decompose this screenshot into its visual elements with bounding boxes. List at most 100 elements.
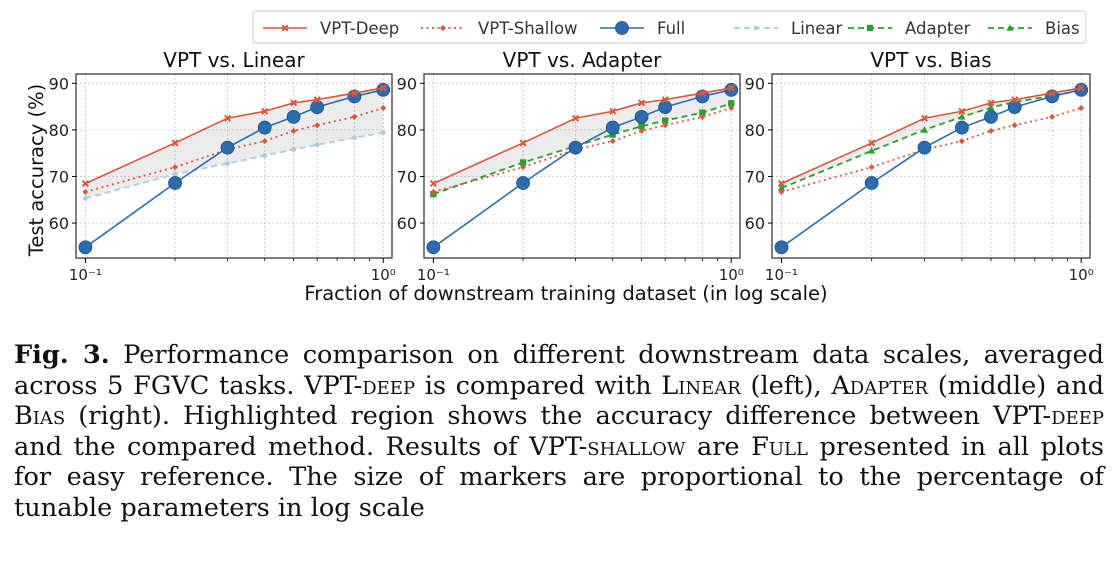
caption-segment: (left), — [740, 370, 832, 401]
marker-x — [638, 99, 646, 107]
series-line — [433, 87, 732, 185]
marker-dot — [351, 135, 357, 141]
marker-x — [1011, 96, 1019, 104]
marker-circle — [310, 100, 325, 114]
series-full — [78, 82, 391, 255]
panel-linear: 60 70 80 90 10⁻¹ 10⁰ VPT vs. Linear — [49, 48, 396, 284]
marker-x — [571, 114, 580, 122]
marker-triangle — [1006, 24, 1014, 31]
x-axis-label: Fraction of downstream training dataset … — [304, 282, 827, 305]
y-tick-label: 90 — [397, 74, 417, 93]
legend-box — [252, 10, 1087, 44]
legend-label: Bias — [1045, 19, 1080, 38]
marker-diamond — [290, 127, 297, 134]
marker-diamond — [440, 25, 446, 31]
marker-square — [866, 24, 874, 32]
y-tick-label: 60 — [397, 214, 417, 233]
marker-x — [350, 89, 358, 97]
marker-x — [81, 179, 89, 187]
x-tick-label: 10⁰ — [1069, 266, 1094, 284]
caption-segment: presented in all plots for easy referenc… — [14, 431, 1104, 523]
legend-item-full: Full — [600, 19, 685, 38]
panel-adapter: 60 70 80 90 10⁻¹ 10⁰ VPT vs. Adapter — [397, 48, 744, 284]
y-tick-label: 60 — [745, 214, 765, 233]
series-full — [774, 82, 1089, 255]
series-vpt-deep — [429, 84, 735, 187]
marker-x — [261, 107, 269, 115]
marker-triangle — [987, 103, 995, 111]
marker-circle — [1007, 100, 1022, 114]
marker-circle — [605, 120, 620, 135]
caption-text: Performance comparison on different down… — [14, 340, 1104, 523]
caption-segment: Adapter — [831, 370, 929, 401]
marker-x — [868, 139, 876, 147]
legend-item-linear: Linear — [734, 19, 842, 38]
highlight-region — [433, 87, 732, 195]
caption-segment: Bias — [14, 401, 66, 432]
marker-square — [519, 159, 527, 166]
marker-diamond — [778, 188, 785, 195]
figure: 60 70 80 90 10⁻¹ 10⁰ VPT vs. Linear 60 70 80 90 10⁻… — [25, 10, 1094, 305]
marker-x — [920, 114, 928, 122]
marker-x — [1077, 84, 1085, 92]
marker-square — [661, 117, 669, 124]
legend-item-vpt-deep: VPT-Deep — [263, 19, 399, 38]
marker-diamond — [380, 105, 387, 112]
marker-diamond — [520, 164, 527, 171]
marker-diamond — [82, 188, 89, 195]
marker-circle — [516, 176, 530, 190]
caption-segment: (middle) and — [928, 370, 1105, 401]
marker-square — [609, 131, 616, 138]
marker-x — [661, 96, 669, 104]
figure-caption: Fig. 3. Performance comparison on differ… — [14, 340, 1104, 524]
marker-circle — [774, 240, 789, 255]
legend-item-adapter: Adapter — [848, 19, 971, 38]
marker-diamond — [172, 164, 179, 171]
series-vpt-deep — [81, 84, 387, 187]
caption-segment: Performance comparison on different down… — [14, 340, 1105, 401]
marker-circle — [955, 120, 969, 135]
series-line — [433, 102, 732, 196]
marker-circle — [615, 21, 629, 35]
y-tick-label: 80 — [397, 121, 417, 140]
panel-title: VPT vs. Adapter — [503, 48, 662, 72]
series-vpt-shallow — [778, 105, 1085, 195]
marker-square — [728, 100, 735, 107]
marker-x — [958, 107, 966, 115]
marker-circle — [864, 176, 879, 190]
x-tick-label: 10⁰ — [719, 266, 744, 284]
marker-diamond — [638, 127, 645, 134]
marker-x — [171, 139, 179, 147]
marker-dot — [380, 130, 386, 136]
marker-triangle — [958, 113, 966, 120]
marker-diamond — [1078, 105, 1085, 112]
marker-x — [281, 24, 289, 32]
legend-item-vpt-shallow: VPT-Shallow — [421, 19, 578, 38]
marker-diamond — [1011, 122, 1018, 129]
caption-segment: (right). Highlighted region shows the ac… — [65, 401, 1052, 432]
series-line — [781, 89, 1082, 189]
plot-frame — [75, 73, 393, 259]
highlight-region — [781, 87, 1082, 189]
legend-label: VPT-Shallow — [478, 19, 578, 38]
x-tick-label: 10⁻¹ — [69, 266, 102, 284]
marker-circle — [917, 140, 932, 155]
marker-square — [699, 109, 706, 116]
caption-segment: deep — [362, 370, 416, 401]
marker-circle — [724, 82, 739, 97]
series-vpt-deep — [777, 84, 1085, 187]
marker-diamond — [609, 138, 616, 145]
x-tick-label: 10⁻¹ — [417, 266, 450, 284]
marker-x — [777, 179, 785, 187]
marker-x — [379, 84, 387, 92]
marker-x — [609, 107, 617, 115]
series-line — [85, 87, 384, 185]
marker-circle — [220, 140, 235, 155]
plot-frame — [423, 73, 741, 259]
legend-label: Full — [657, 19, 685, 38]
plot-frame — [771, 73, 1091, 259]
marker-x — [290, 99, 298, 107]
y-tick-label: 70 — [745, 167, 765, 186]
marker-x — [1048, 89, 1056, 97]
marker-circle — [376, 82, 391, 97]
